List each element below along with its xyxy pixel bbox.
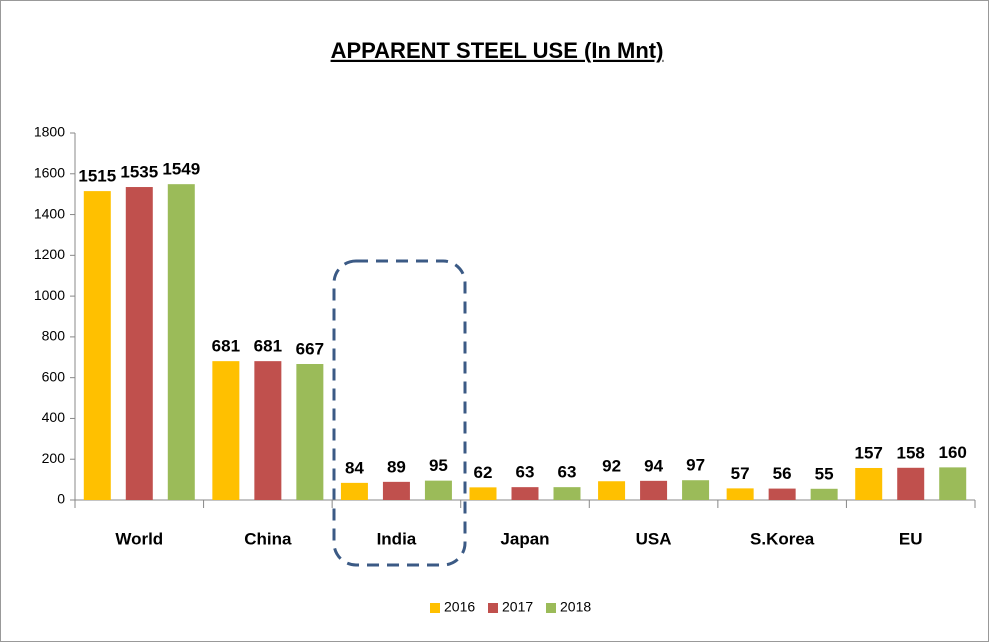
value-label: 63: [516, 463, 535, 482]
value-label: 55: [815, 464, 834, 483]
x-tick-label: China: [244, 529, 292, 548]
value-label: 667: [296, 339, 324, 358]
value-label: 63: [558, 463, 577, 482]
value-label: 95: [429, 456, 448, 475]
x-tick-label: World: [115, 529, 163, 548]
x-tick-label: USA: [636, 529, 672, 548]
bar: [212, 361, 240, 500]
value-label: 1535: [120, 163, 158, 182]
legend-swatch: [430, 603, 440, 613]
bar: [167, 184, 195, 500]
value-label: 681: [212, 337, 240, 356]
y-tick-label: 600: [42, 368, 66, 384]
value-label: 89: [387, 457, 406, 476]
value-label: 160: [939, 443, 967, 462]
y-tick-label: 200: [42, 450, 66, 466]
value-label: 94: [644, 456, 663, 475]
y-tick-label: 1000: [34, 287, 65, 303]
y-tick-label: 1200: [34, 246, 65, 262]
bar: [125, 187, 153, 500]
value-label: 62: [474, 463, 493, 482]
bar: [553, 487, 581, 500]
bar: [682, 480, 710, 500]
value-label: 1549: [162, 160, 200, 179]
legend-swatch: [488, 603, 498, 613]
bar: [469, 487, 497, 500]
legend-swatch: [546, 603, 556, 613]
x-tick-label: India: [377, 529, 417, 548]
value-label: 56: [773, 464, 792, 483]
bar: [855, 467, 883, 500]
value-label: 97: [686, 456, 705, 475]
value-label: 84: [345, 458, 364, 477]
bar: [83, 191, 111, 500]
x-tick-label: Japan: [500, 529, 549, 548]
bar: [726, 488, 754, 500]
bar: [254, 361, 282, 500]
y-tick-label: 1400: [34, 205, 65, 221]
bar: [598, 481, 626, 500]
legend-label: 2017: [502, 599, 533, 615]
x-tick-label: S.Korea: [750, 529, 815, 548]
y-tick-label: 800: [42, 328, 66, 344]
bar: [511, 487, 539, 500]
bar: [810, 488, 838, 500]
legend-label: 2016: [444, 599, 475, 615]
value-label: 158: [897, 443, 925, 462]
y-tick-label: 400: [42, 409, 66, 425]
bar: [340, 482, 368, 500]
value-label: 92: [602, 457, 621, 476]
y-tick-label: 0: [57, 491, 65, 507]
bar: [424, 480, 452, 500]
bar: [768, 488, 796, 500]
value-label: 157: [855, 443, 883, 462]
bar: [382, 481, 410, 500]
bar: [939, 467, 967, 500]
chart-title: APPARENT STEEL USE (In Mnt): [331, 38, 664, 63]
value-label: 681: [254, 337, 282, 356]
legend-label: 2018: [560, 599, 591, 615]
bar: [897, 467, 925, 500]
bar: [640, 480, 668, 500]
y-tick-label: 1600: [34, 164, 65, 180]
highlight-box: [332, 259, 467, 567]
value-label: 57: [731, 464, 750, 483]
x-tick-label: EU: [899, 529, 923, 548]
y-tick-label: 1800: [34, 124, 65, 140]
value-label: 1515: [78, 167, 116, 186]
bar: [296, 364, 324, 500]
